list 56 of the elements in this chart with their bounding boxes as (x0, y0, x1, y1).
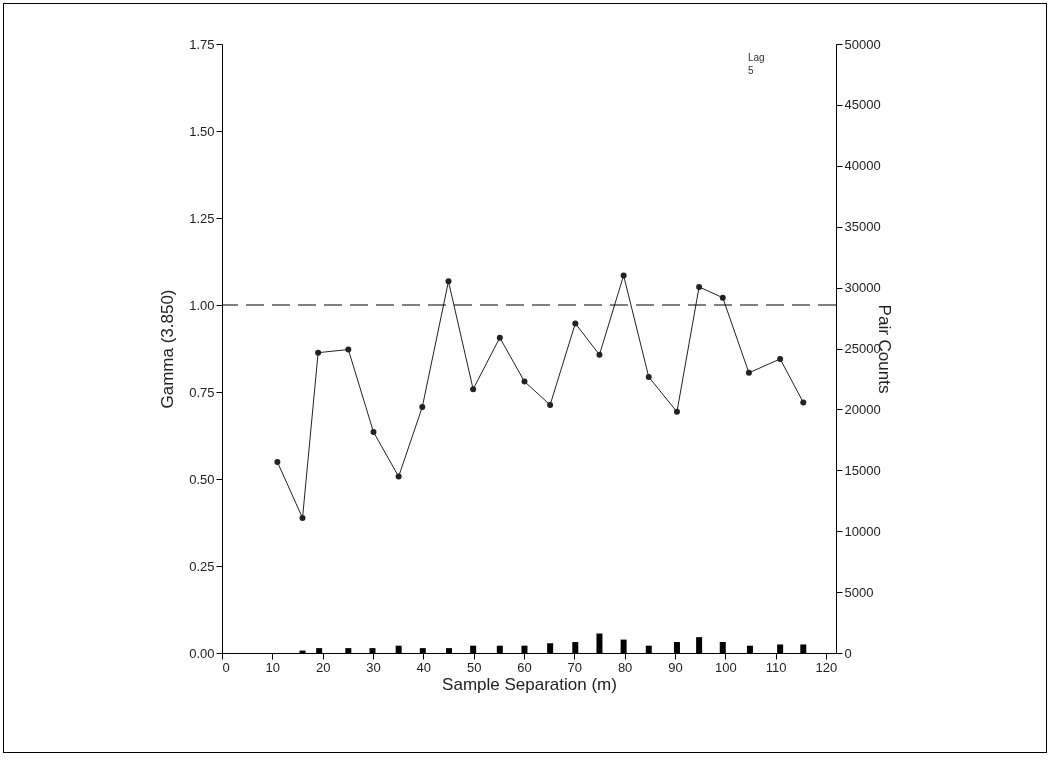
y2-tick-label: 30000 (844, 280, 881, 296)
annotation: Lag 5 (748, 52, 765, 76)
point (673, 408, 680, 415)
point (445, 278, 452, 285)
y-tick-label: 0.00 (189, 645, 215, 661)
point (547, 401, 554, 408)
point (395, 473, 402, 480)
x-tick-label: 110 (765, 659, 787, 675)
y-axis-title: Gamma (3.850) (158, 289, 178, 409)
y2-tick-label: 0 (844, 645, 852, 661)
x-tick-label: 40 (416, 659, 432, 675)
x-tick-label: 20 (315, 659, 331, 675)
y-tick-label: 0.50 (189, 471, 215, 487)
y2-tick-label: 35000 (844, 219, 881, 235)
x-tick-label: 50 (466, 659, 482, 675)
point (719, 294, 726, 301)
y2-tick-label: 20000 (844, 401, 881, 417)
point (572, 320, 579, 327)
point (521, 378, 528, 385)
x-tick-label: 120 (815, 659, 838, 675)
y-tick-label: 0.25 (189, 558, 215, 574)
point (274, 458, 281, 465)
y-tick-label: 1.50 (189, 123, 215, 139)
point (345, 346, 352, 353)
y-tick-label: 0.75 (189, 384, 215, 400)
point (419, 403, 426, 410)
y2-tick-label: 50000 (844, 36, 881, 52)
point (470, 386, 477, 393)
y2-tick-label: 40000 (844, 158, 881, 174)
point (370, 429, 377, 436)
x-tick-label: 90 (668, 659, 683, 675)
point (496, 334, 503, 341)
point (299, 514, 306, 521)
y2-tick-label: 5000 (844, 584, 874, 600)
point (645, 374, 652, 381)
point (800, 399, 807, 406)
y-tick-label: 1.00 (189, 297, 215, 313)
x-tick-label: 70 (567, 659, 583, 675)
point (696, 283, 703, 290)
x-tick-label: 30 (366, 659, 381, 675)
y2-tick-label: 15000 (844, 462, 881, 478)
point (315, 349, 322, 356)
x-tick-label: 80 (617, 659, 633, 675)
y2-tick-label: 45000 (844, 97, 881, 113)
x-tick-label: 60 (517, 659, 532, 675)
x-tick-label: 100 (714, 659, 737, 675)
point (745, 369, 752, 376)
point (777, 355, 784, 362)
point (596, 351, 603, 358)
x-tick-label: 0 (222, 659, 230, 675)
point (620, 272, 627, 279)
x-axis-title: Sample Separation (m) (442, 674, 617, 694)
y2-tick-label: 10000 (844, 523, 881, 539)
y-tick-label: 1.25 (189, 210, 215, 226)
y-tick-label: 1.75 (189, 36, 215, 52)
x-tick-label: 10 (265, 659, 281, 675)
